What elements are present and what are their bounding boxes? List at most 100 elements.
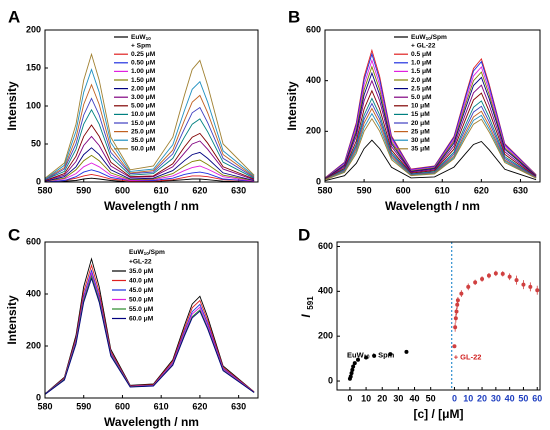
data-point [352, 361, 357, 366]
data-point [535, 288, 540, 293]
legend-label: 15 μM [411, 111, 430, 118]
x-tick-label: 590 [76, 185, 91, 195]
x-tick-label: 50 [426, 393, 436, 403]
legend-label: 35 μM [411, 146, 430, 153]
data-point [480, 277, 485, 281]
x-tick-label: 620 [474, 185, 489, 195]
spectrum-line [324, 52, 537, 179]
y-axis-label: Intensity [285, 81, 299, 131]
x-tick-label: 20 [377, 393, 387, 403]
y-tick-label: 200 [306, 126, 321, 136]
data-point [348, 374, 353, 379]
y-axis-label: Intensity [5, 81, 19, 131]
x2-tick-label: 20 [477, 393, 487, 403]
legend-label: 10 μM [411, 103, 430, 110]
y-tick-label: 150 [26, 62, 41, 72]
legend-label: 35.0 μM [129, 268, 154, 275]
data-point [388, 352, 393, 357]
legend-label: 25 μM [411, 128, 430, 135]
x-tick-label: 0 [347, 393, 352, 403]
data-point [452, 344, 457, 349]
spectrum-line [44, 52, 255, 179]
spectrum-line [44, 263, 255, 395]
data-point [500, 271, 505, 276]
legend-label: 1.0 μM [411, 60, 432, 67]
legend-title: EuW10/Spm [129, 249, 165, 256]
y-tick-label: 600 [26, 236, 41, 246]
spectrum-line [44, 276, 255, 395]
x2-tick-label: 60 [532, 393, 542, 403]
x2-tick-label: 50 [518, 393, 528, 403]
x-tick-label: 580 [37, 185, 52, 195]
annotation: EuW10 + Spm [347, 350, 395, 360]
y-axis-label: Intensity [5, 295, 19, 345]
panel-label: A [8, 7, 20, 26]
data-point [351, 364, 356, 369]
data-point [455, 298, 460, 303]
data-point [455, 302, 460, 307]
legend-note: + Spm [131, 42, 151, 49]
spectrum-line [44, 173, 255, 183]
y-axis-label: I [299, 314, 313, 318]
plot-frame [44, 29, 259, 183]
y-tick-label: 400 [26, 288, 41, 298]
x-tick-label: 630 [513, 185, 528, 195]
spectrum-line [44, 135, 255, 181]
data-point [350, 367, 355, 372]
y-tick-label: 0 [36, 176, 41, 186]
data-point [493, 271, 498, 276]
spectrum-line [44, 108, 255, 181]
x-axis-label: Wavelength / nm [104, 415, 199, 429]
legend-label: 5.0 μM [411, 94, 432, 101]
legend-label: 60.0 μM [129, 315, 154, 322]
x2-tick-label: 10 [463, 393, 473, 403]
y-tick-label: 200 [318, 331, 333, 341]
y-axis-label-sub: 591 [306, 296, 315, 310]
y-tick-label: 400 [306, 75, 321, 85]
x-tick-label: 600 [115, 185, 130, 195]
legend-label: 35.0 μM [131, 137, 156, 144]
plot-frame [336, 241, 541, 391]
spectrum-line [44, 147, 255, 182]
legend-label: 25.0 μM [131, 128, 156, 135]
spectrum-line [44, 124, 255, 181]
x-axis-label: Wavelength / nm [385, 199, 480, 213]
spectrum-line [324, 65, 537, 179]
x-tick-label: 590 [357, 185, 372, 195]
spectrum-line [324, 139, 537, 182]
annotation: + GL-22 [454, 352, 482, 361]
data-point [453, 316, 458, 321]
spectrum-line [324, 117, 537, 181]
legend-label: 55.0 μM [129, 306, 154, 313]
data-point [364, 355, 369, 360]
legend-label: 2.00 μM [131, 85, 156, 92]
legend-note: +GL-22 [129, 258, 152, 265]
spectrum-line [324, 112, 537, 181]
y-tick-label: 600 [318, 241, 333, 251]
legend-label: 0.25 μM [131, 51, 156, 58]
y-tick-label: 0 [328, 375, 333, 385]
data-point [349, 371, 354, 376]
legend-note: + GL-22 [411, 42, 436, 49]
x-tick-label: 620 [192, 185, 207, 195]
x-tick-label: 630 [231, 185, 246, 195]
data-point [404, 349, 409, 354]
x-tick-label: 610 [154, 185, 169, 195]
legend-label: EuW10 [131, 34, 151, 41]
x2-tick-label: 0 [452, 393, 457, 403]
plot-frame [44, 241, 259, 399]
spectrum-line [44, 162, 255, 182]
y-tick-label: 400 [318, 286, 333, 296]
legend-label: 1.5 μM [411, 68, 432, 75]
x-tick-label: 600 [396, 185, 411, 195]
data-point [466, 284, 471, 289]
legend-label: 1.00 μM [131, 68, 156, 75]
data-point [454, 309, 459, 314]
y-tick-label: 200 [26, 340, 41, 350]
panel-label: B [288, 7, 300, 26]
data-point [514, 278, 519, 283]
data-point [459, 291, 464, 296]
y-tick-label: 100 [26, 100, 41, 110]
spectrum-line [324, 97, 537, 180]
y-tick-label: 50 [31, 138, 41, 148]
